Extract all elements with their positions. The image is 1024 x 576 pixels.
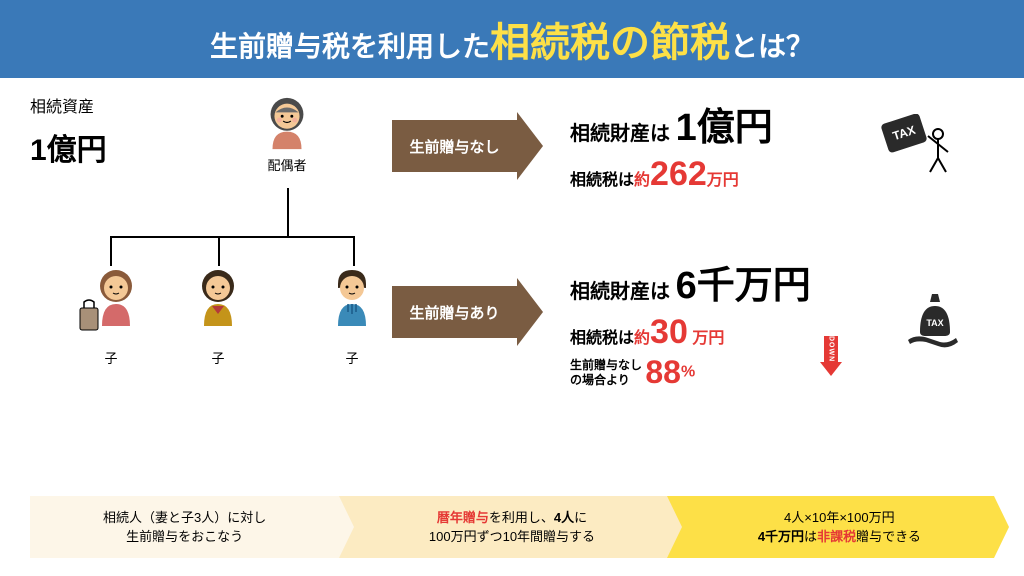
child-label-1: 子	[104, 348, 117, 367]
footer-flow: 相続人（妻と子3人）に対し 生前贈与をおこなう 暦年贈与を利用し、4人に 100…	[30, 496, 994, 558]
person-child-3: 子	[322, 266, 382, 367]
child-icon	[188, 266, 248, 344]
tree-line-v1	[287, 188, 289, 236]
header-text: 生前贈与税を利用した相続税の節税とは？	[210, 10, 814, 68]
r1-line2: 相続税は約262万円	[570, 155, 773, 194]
f3-l2: 4千万円は非課税贈与できる	[758, 527, 921, 547]
arrow-nashi-block: 生前贈与なし	[392, 120, 517, 172]
person-child-2: 子	[188, 266, 248, 367]
grandma-icon	[258, 93, 316, 151]
f1-l2: 生前贈与をおこなう	[126, 527, 243, 547]
result-nashi: 相続財産は 1億円 相続税は約262万円	[570, 96, 773, 194]
arrow-nashi-label: 生前贈与なし	[409, 136, 499, 157]
spouse-label: 配偶者	[267, 155, 306, 174]
child-icon	[322, 266, 382, 344]
f3-l1: 4人×10年×100万円	[784, 508, 895, 528]
child-label-3: 子	[345, 348, 358, 367]
arrow-ari-label: 生前贈与あり	[409, 302, 499, 323]
tree-line-v2	[110, 236, 112, 266]
r2-line1: 相続財産は 6千万円	[570, 254, 811, 309]
tree-line-h	[110, 236, 355, 238]
tree-line-v4	[353, 236, 355, 266]
arrow-ari-block: 生前贈与あり	[392, 286, 517, 338]
person-spouse: 配偶者	[258, 93, 316, 174]
r2-line2: 相続税は約30 万円	[570, 313, 811, 352]
down-text: DOWN	[828, 336, 835, 362]
f2-l1: 暦年贈与を利用し、4人に	[437, 508, 587, 528]
arrow-nashi: 生前贈与なし	[392, 120, 517, 172]
header-banner: 生前贈与税を利用した相続税の節税とは？	[0, 0, 1024, 78]
down-arrow-icon: DOWN	[820, 336, 842, 376]
person-child-1: 子	[78, 266, 144, 367]
tax-bag-icon: TAX	[900, 288, 970, 363]
footer-box-1: 相続人（妻と子3人）に対し 生前贈与をおこなう	[30, 496, 339, 558]
asset-label: 相続資産	[30, 93, 994, 117]
header-pre: 生前贈与税を利用した	[210, 31, 490, 62]
r2-line3: 生前贈与なしの場合より 88%	[570, 354, 811, 391]
header-post: とは？	[730, 31, 814, 62]
svg-text:TAX: TAX	[926, 318, 943, 328]
tax-burden-icon: TAX	[880, 114, 956, 185]
child-icon	[78, 266, 144, 344]
result-ari: 相続財産は 6千万円 相続税は約30 万円 生前贈与なしの場合より 88%	[570, 254, 811, 391]
f1-l1: 相続人（妻と子3人）に対し	[103, 508, 266, 528]
f2-l2: 100万円ずつ10年間贈与する	[429, 527, 595, 547]
child-label-2: 子	[211, 348, 224, 367]
footer-box-3: 4人×10年×100万円 4千万円は非課税贈与できる	[667, 496, 994, 558]
header-emphasis: 相続税の節税	[490, 21, 730, 65]
tree-line-v3	[218, 236, 220, 266]
footer-box-2: 暦年贈与を利用し、4人に 100万円ずつ10年間贈与する	[339, 496, 666, 558]
arrow-ari: 生前贈与あり	[392, 286, 517, 338]
main-area: 相続資産 1億円 配偶者 子 子 子 生前贈与なし 生前贈与あり 相続財産は 1…	[0, 78, 1024, 498]
r1-line1: 相続財産は 1億円	[570, 96, 773, 151]
